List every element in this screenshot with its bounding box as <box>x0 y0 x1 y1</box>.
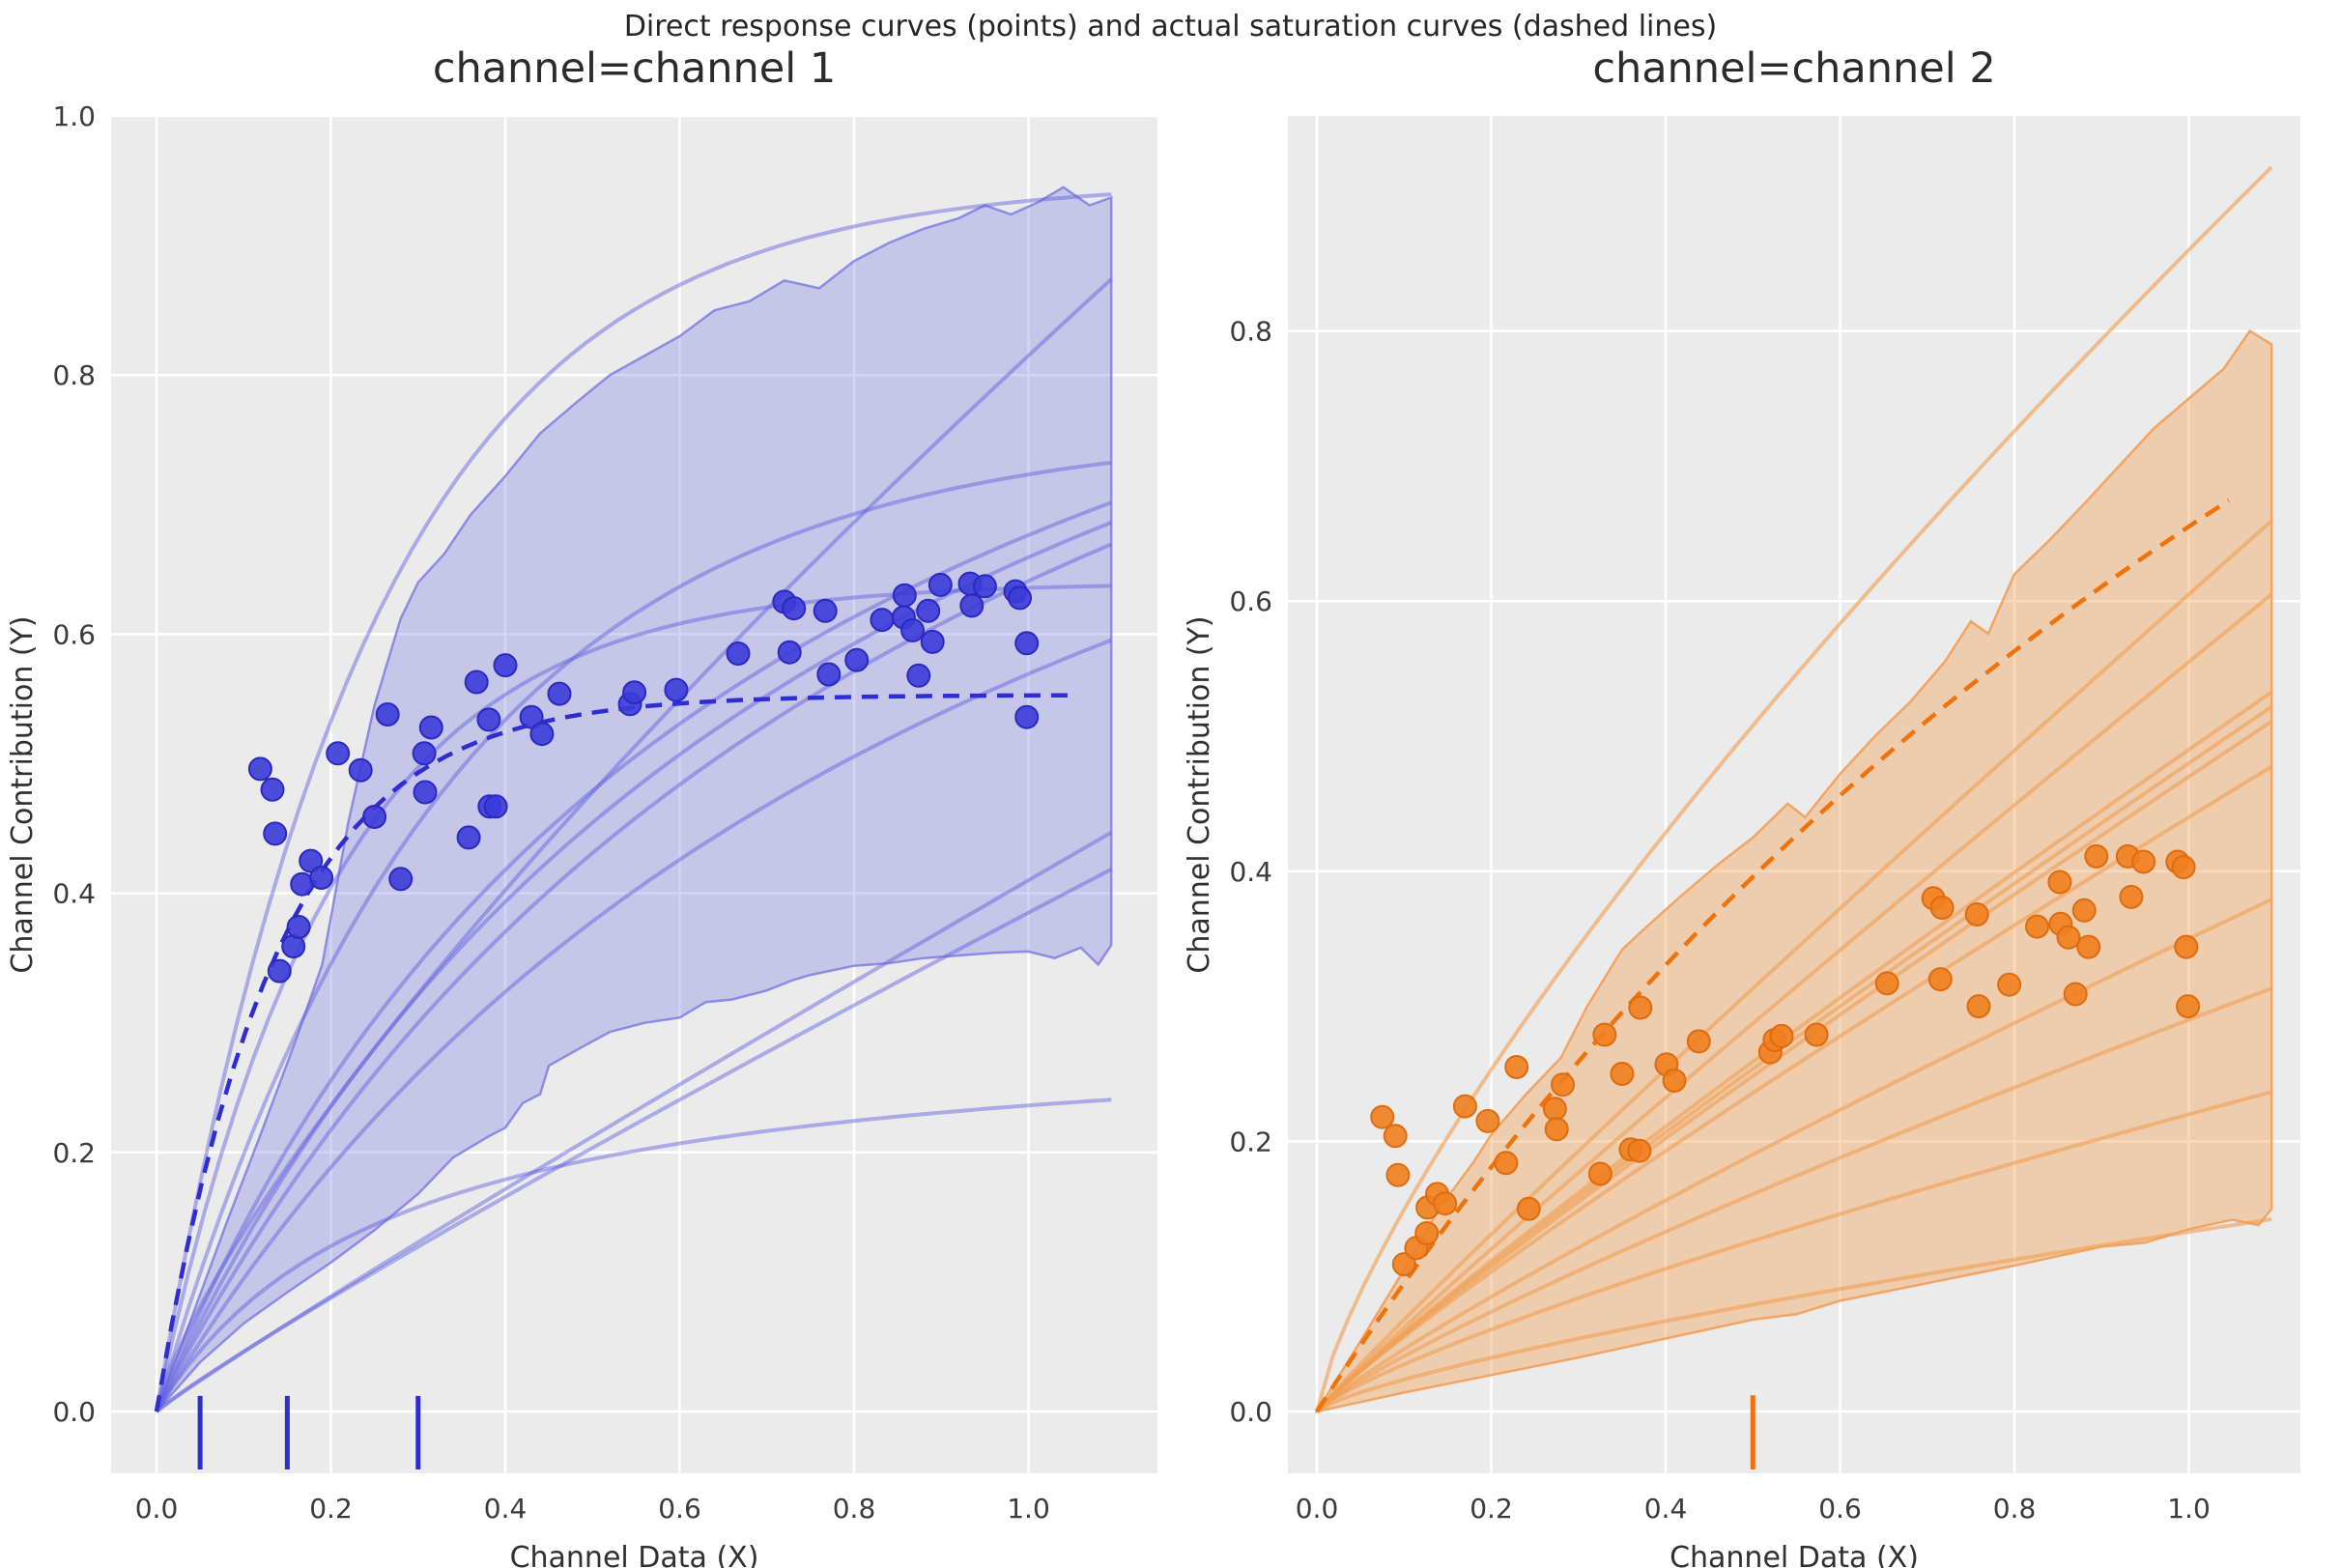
svg-text:0.8: 0.8 <box>1229 316 1272 348</box>
posterior-saturation-curves <box>1315 165 2273 1413</box>
x-axis-label: Channel Data (X) <box>510 1541 759 1568</box>
gridlines <box>1288 116 2300 1473</box>
svg-text:0.4: 0.4 <box>52 878 96 910</box>
svg-text:1.0: 1.0 <box>2167 1493 2211 1525</box>
svg-text:0.6: 0.6 <box>1818 1493 1862 1525</box>
svg-text:1.0: 1.0 <box>52 100 96 132</box>
plot-area <box>1288 116 2300 1473</box>
figure-suptitle: Direct response curves (points) and actu… <box>623 10 1718 43</box>
rug-marks <box>197 1395 421 1469</box>
subplot-title-channel-2: channel=channel 2 <box>1592 44 1996 93</box>
gridlines <box>111 114 1157 1473</box>
svg-text:0.8: 0.8 <box>833 1493 876 1525</box>
svg-text:0.4: 0.4 <box>1229 856 1272 888</box>
subplot-1: 0.0 0.2 0.4 0.6 0.8 1.0 0.0 0.2 0.4 0.6 0.8 1.0 Chan… <box>6 100 1157 1568</box>
y-axis-label: Channel Contribution (Y) <box>6 615 40 973</box>
plot-area <box>111 116 1157 1473</box>
svg-text:0.2: 0.2 <box>1229 1126 1272 1157</box>
subplot-2: 0.0 0.2 0.4 0.6 0.8 1.0 0.0 0.2 0.4 0.6 0.8 Channel… <box>1183 116 2300 1568</box>
tick-labels: 0.0 0.2 0.4 0.6 0.8 1.0 0.0 0.2 0.4 0.6 0.8 <box>1229 316 2210 1525</box>
svg-text:0.6: 0.6 <box>1229 585 1272 617</box>
svg-text:1.0: 1.0 <box>1007 1493 1050 1525</box>
x-axis-label: Channel Data (X) <box>1670 1541 1919 1568</box>
svg-text:0.4: 0.4 <box>1644 1493 1688 1525</box>
y-axis-label: Channel Contribution (Y) <box>1183 615 1216 973</box>
svg-text:0.0: 0.0 <box>52 1396 96 1428</box>
posterior-saturation-curves <box>155 192 1113 1413</box>
data-points <box>1370 843 2201 1277</box>
svg-text:0.2: 0.2 <box>1470 1493 1513 1525</box>
hdi-band <box>155 185 1113 1412</box>
data-points <box>247 571 1040 984</box>
svg-text:0.0: 0.0 <box>135 1493 179 1525</box>
svg-text:0.8: 0.8 <box>52 359 96 391</box>
svg-text:0.2: 0.2 <box>52 1137 96 1169</box>
svg-text:0.6: 0.6 <box>52 618 96 650</box>
svg-text:0.8: 0.8 <box>1993 1493 2037 1525</box>
hdi-band <box>1314 328 2273 1413</box>
svg-text:0.6: 0.6 <box>658 1493 701 1525</box>
svg-text:0.0: 0.0 <box>1229 1396 1272 1428</box>
actual-saturation-curve-dashed <box>1315 499 2231 1413</box>
subplot-title-channel-1: channel=channel 1 <box>432 44 837 93</box>
tick-labels: 0.0 0.2 0.4 0.6 0.8 1.0 0.0 0.2 0.4 0.6 0.8 1.0 <box>52 100 1049 1525</box>
svg-text:0.0: 0.0 <box>1296 1493 1339 1525</box>
svg-text:0.4: 0.4 <box>484 1493 528 1525</box>
svg-text:0.2: 0.2 <box>309 1493 353 1525</box>
